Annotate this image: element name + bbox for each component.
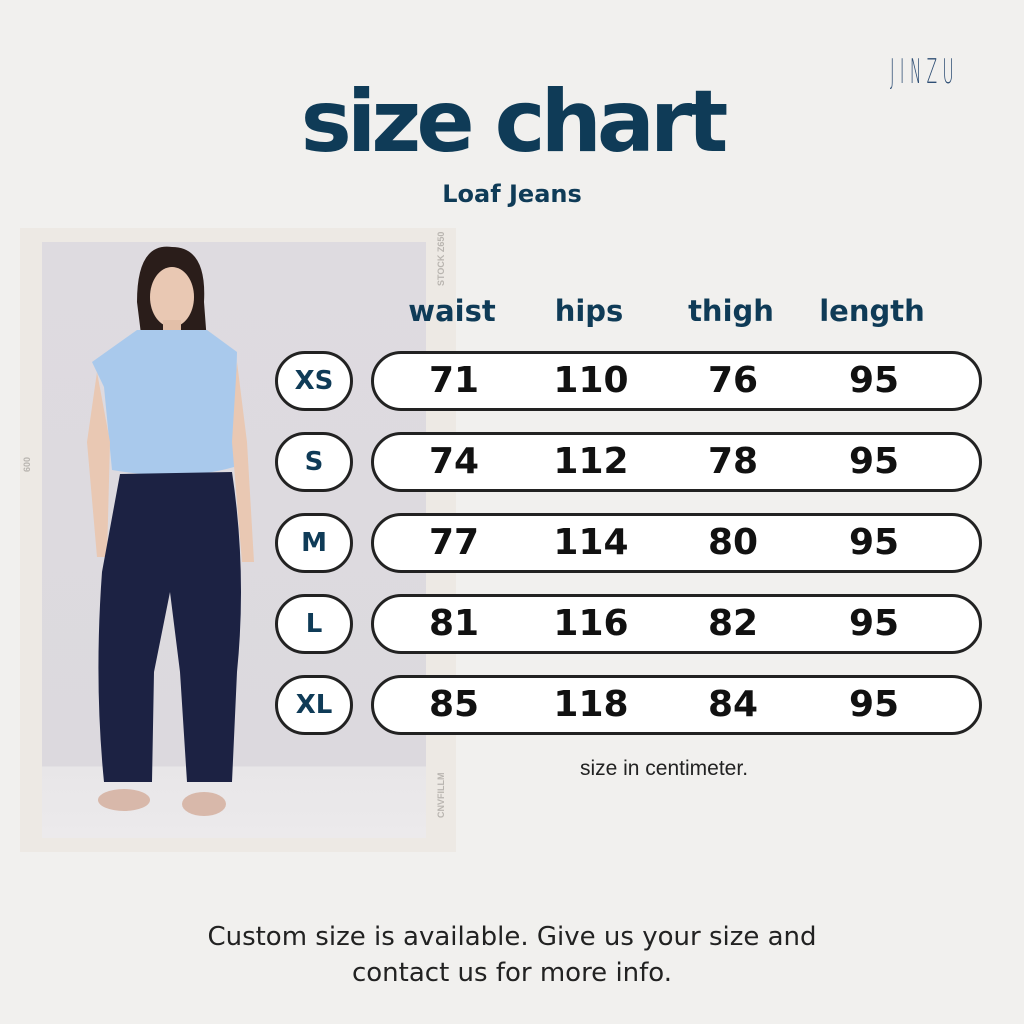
model-photo (42, 242, 426, 838)
waist-value: 71 (428, 360, 480, 401)
table-row: 74 112 78 95 (371, 432, 982, 492)
size-label-l: L (275, 594, 353, 654)
length-value: 95 (848, 441, 900, 482)
page-title: size chart (300, 72, 729, 172)
product-name: Loaf Jeans (442, 180, 582, 208)
thigh-value: 80 (707, 522, 759, 563)
thigh-value: 84 (707, 684, 759, 725)
hips-value: 116 (553, 603, 629, 644)
size-label-xs: XS (275, 351, 353, 411)
waist-value: 77 (428, 522, 480, 563)
column-header-length: length (819, 294, 925, 328)
model-figure (87, 246, 254, 816)
table-row: 71 110 76 95 (371, 351, 982, 411)
table-row: 85 118 84 95 (371, 675, 982, 735)
length-value: 95 (848, 684, 900, 725)
table-row: 77 114 80 95 (371, 513, 982, 573)
unit-note: size in centimeter. (579, 757, 749, 780)
hips-value: 114 (553, 522, 629, 563)
hips-value: 112 (553, 441, 629, 482)
footer-line-2: contact us for more info. (351, 958, 673, 988)
thigh-value: 76 (707, 360, 759, 401)
waist-value: 74 (428, 441, 480, 482)
film-edge-text: STOCK Z650 (436, 231, 446, 286)
waist-value: 81 (428, 603, 480, 644)
table-row: 81 116 82 95 (371, 594, 982, 654)
size-label-xl: XL (275, 675, 353, 735)
column-header-waist: waist (408, 294, 496, 328)
column-header-hips: hips (554, 294, 624, 328)
size-label-s: S (275, 432, 353, 492)
hips-value: 118 (553, 684, 629, 725)
brand-logo: JINZU (890, 52, 960, 92)
size-label-m: M (275, 513, 353, 573)
length-value: 95 (848, 522, 900, 563)
film-edge-text: CNVFILLM (436, 772, 446, 819)
thigh-value: 78 (707, 441, 759, 482)
waist-value: 85 (428, 684, 480, 725)
footer-line-1: Custom size is available. Give us your s… (207, 922, 817, 952)
film-edge-text: 600 (22, 456, 32, 472)
length-value: 95 (848, 603, 900, 644)
thigh-value: 82 (707, 603, 759, 644)
hips-value: 110 (553, 360, 629, 401)
column-header-thigh: thigh (688, 294, 774, 328)
length-value: 95 (848, 360, 900, 401)
